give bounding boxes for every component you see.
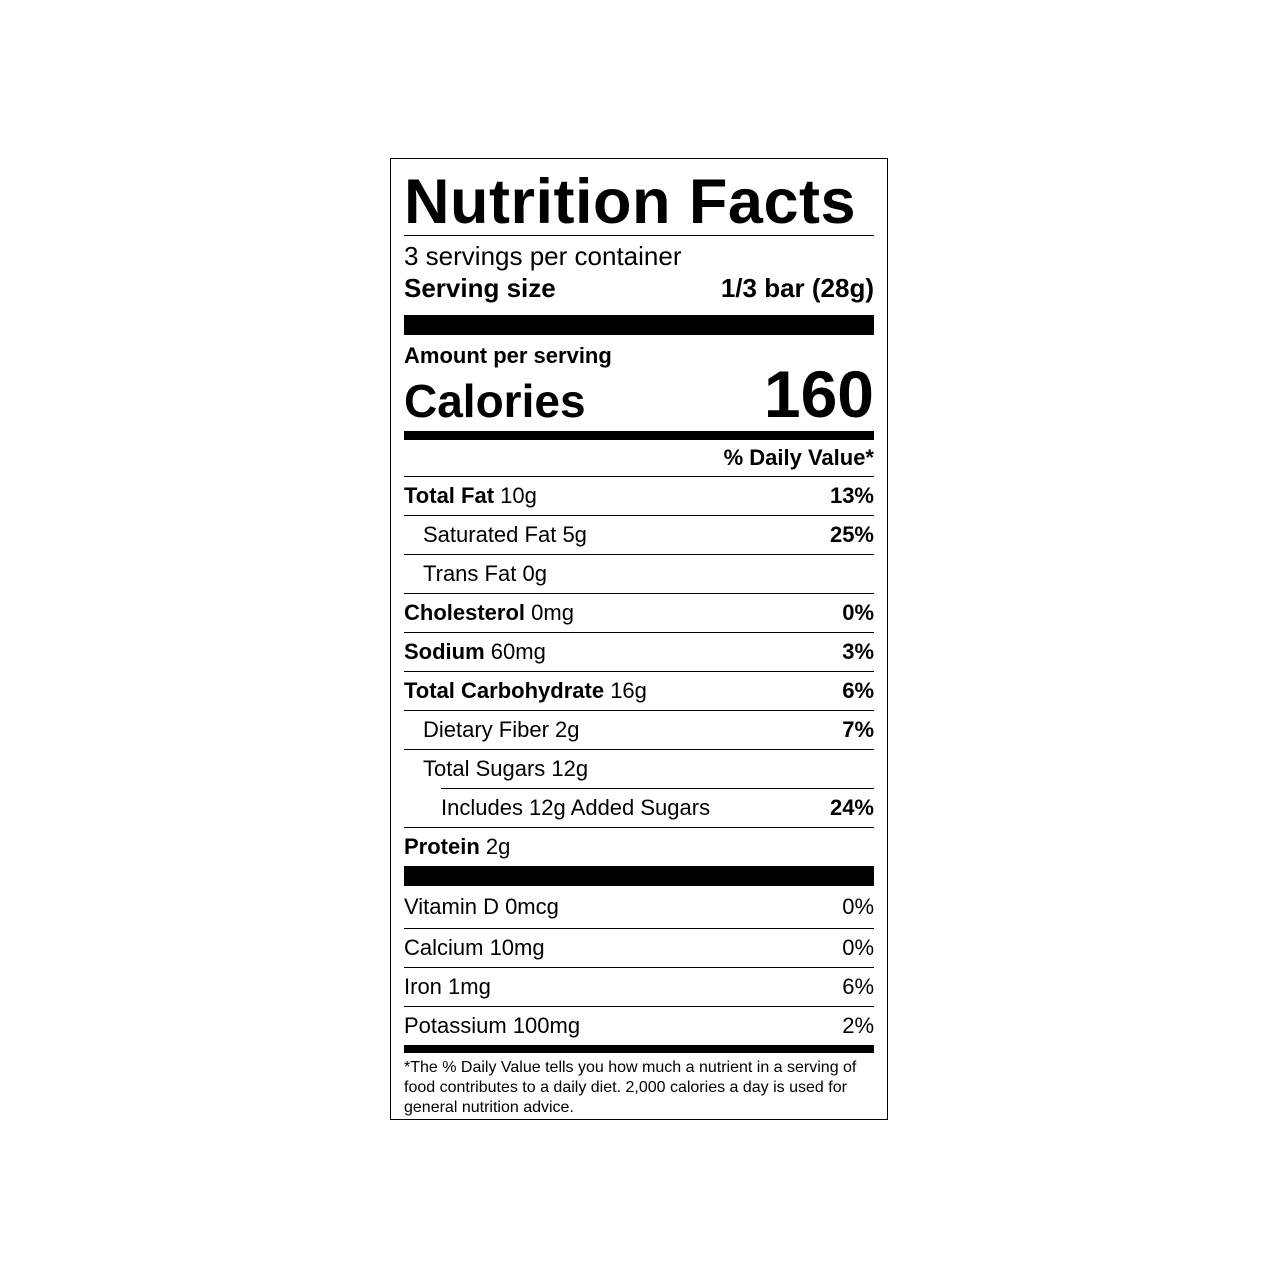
daily-value-header: % Daily Value* — [723, 445, 874, 470]
nutrient-name: Total Carbohydrate — [404, 678, 605, 703]
nutrient-name: Cholesterol — [404, 600, 526, 625]
servings-per-container: 3 servings per container — [404, 241, 682, 271]
vitamin-name: Vitamin D 0mcg — [404, 894, 559, 919]
nutrient-amount: 10g — [500, 483, 537, 508]
nutrient-name: Sodium — [404, 639, 485, 664]
vitamin-dv: 0% — [842, 894, 874, 919]
nutrient-amount: 16g — [610, 678, 647, 703]
nutrient-row-cholesterol: Cholesterol 0mg 0% — [404, 593, 874, 632]
amount-per-serving: Amount per serving — [404, 343, 612, 368]
serving-size: Serving size 1/3 bar (28g) — [404, 273, 874, 303]
nutrient-name: Trans Fat — [423, 561, 517, 586]
nutrient-amount: 0g — [522, 561, 547, 586]
vitamin-name: Calcium 10mg — [404, 935, 545, 960]
nutrient-dv: 24% — [829, 795, 874, 820]
vitamin-name: Iron 1mg — [404, 974, 491, 999]
vitamin-row-calcium: Calcium 10mg 0% — [404, 928, 874, 967]
vitamin-row-iron: Iron 1mg 6% — [404, 967, 874, 1006]
serving-size-label: Serving size — [404, 273, 556, 303]
nutrient-name: Protein — [404, 834, 480, 859]
calories-value: 160 — [763, 357, 874, 431]
divider — [404, 235, 874, 236]
vitamin-name: Potassium 100mg — [404, 1013, 581, 1038]
nutrient-row-total-sugars: Total Sugars 12g — [404, 749, 874, 788]
nutrient-name: Dietary Fiber — [423, 717, 549, 742]
nutrient-name: Includes 12g Added Sugars — [441, 795, 711, 820]
nutrient-amount: 2g — [485, 834, 511, 859]
nutrient-name: Saturated Fat — [423, 522, 557, 547]
vitamin-dv: 6% — [842, 974, 874, 999]
nutrient-amount: 12g — [551, 756, 589, 781]
thick-divider — [404, 315, 874, 335]
nutrient-name: Total Fat — [404, 483, 495, 508]
nutrient-row-sodium: Sodium 60mg 3% — [404, 632, 874, 671]
footnote: *The % Daily Value tells you how much a … — [404, 1059, 857, 1116]
nutrient-amount: 0mg — [531, 600, 574, 625]
nutrient-row-protein: Protein 2g — [404, 827, 874, 866]
calories-label: Calories — [404, 375, 586, 427]
nutrient-amount: 60mg — [490, 639, 546, 664]
nutrient-row-dietary-fiber: Dietary Fiber 2g 7% — [404, 710, 874, 749]
vitamin-row-vitamin-d: Vitamin D 0mcg 0% — [404, 886, 874, 928]
thick-divider — [404, 866, 874, 886]
vitamin-dv: 0% — [842, 935, 874, 960]
nutrient-row-added-sugars: Includes 12g Added Sugars 24% — [441, 788, 874, 827]
vitamin-dv: 2% — [842, 1013, 874, 1038]
nutrient-row-total-fat: Total Fat 10g 13% — [404, 476, 874, 515]
nutrient-name: Total Sugars — [423, 756, 546, 781]
calories-row: Calories 160 — [404, 357, 874, 431]
nutrient-dv: 6% — [842, 678, 874, 703]
label-title: Nutrition Facts — [404, 167, 857, 237]
nutrient-row-saturated-fat: Saturated Fat 5g 25% — [404, 515, 874, 554]
nutrient-dv: 3% — [842, 639, 874, 664]
nutrient-amount: 2g — [555, 717, 580, 742]
nutrient-dv: 0% — [842, 600, 874, 625]
nutrient-dv: 13% — [829, 483, 874, 508]
medium-divider — [404, 1045, 874, 1053]
serving-size-value: 1/3 bar (28g) — [720, 273, 874, 303]
nutrient-row-trans-fat: Trans Fat 0g — [404, 554, 874, 593]
vitamin-row-potassium: Potassium 100mg 2% — [404, 1006, 874, 1045]
nutrient-dv: 25% — [829, 522, 874, 547]
medium-divider — [404, 431, 874, 440]
nutrition-facts-label: Nutrition Facts 3 servings per container… — [390, 158, 888, 1120]
nutrient-row-total-carbohydrate: Total Carbohydrate 16g 6% — [404, 671, 874, 710]
nutrient-amount: 5g — [562, 522, 587, 547]
nutrient-dv: 7% — [842, 717, 874, 742]
